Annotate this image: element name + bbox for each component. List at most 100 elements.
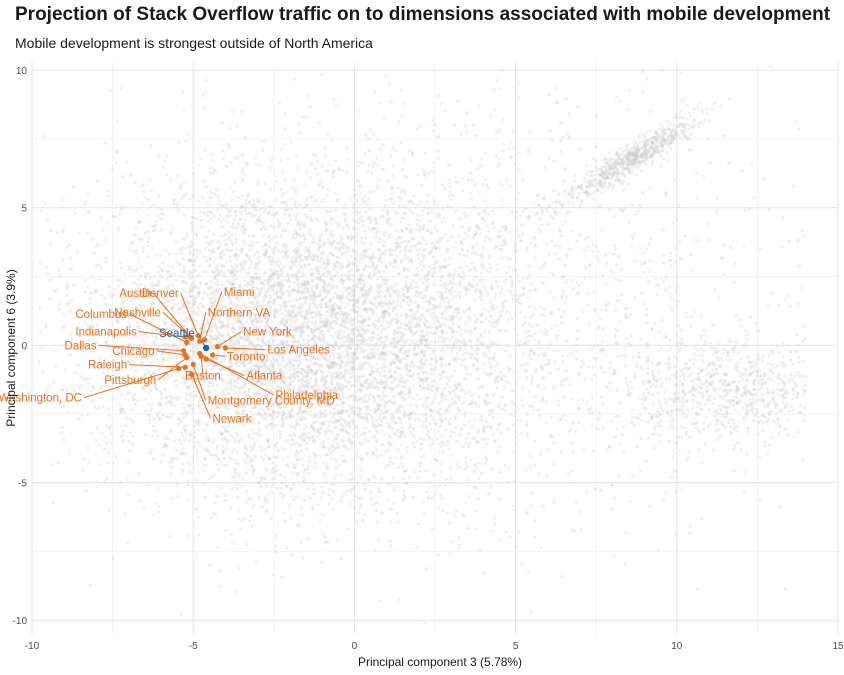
background-point [483,462,487,466]
background-point [242,345,246,349]
background-point [457,272,461,277]
background-point [274,446,278,450]
background-point [170,274,174,278]
background-point [448,405,452,409]
background-point [476,104,481,108]
background-point [464,441,468,445]
background-point [258,428,262,432]
background-point [251,387,256,391]
background-point [225,324,229,328]
background-point [313,461,317,465]
background-point [302,368,306,372]
background-point [184,397,188,401]
background-point [446,344,450,349]
background-point [284,190,288,195]
background-point [334,467,338,471]
background-point [141,316,145,320]
background-point [434,360,439,364]
background-point [451,297,456,301]
background-point [165,304,169,308]
background-point [292,497,296,501]
background-point [334,340,338,344]
background-point [321,462,325,466]
background-point [478,548,482,552]
background-point [358,254,362,258]
background-point [115,150,119,154]
background-point [416,249,420,253]
background-point [408,250,412,254]
background-point [240,153,244,157]
background-point [472,392,476,396]
background-point [443,187,447,191]
background-point [262,285,266,289]
background-point [193,435,197,439]
background-point [457,433,461,437]
background-point [280,321,284,325]
background-point [304,375,308,379]
background-point [424,343,428,347]
background-point [423,350,427,354]
background-point [411,441,415,445]
background-point [39,346,43,350]
background-point [437,265,441,269]
background-point [362,482,366,486]
background-point [419,360,423,364]
background-point [364,236,368,240]
background-point [239,205,244,209]
background-point [320,251,324,255]
background-point [327,400,331,404]
background-point [452,358,456,362]
background-point [448,422,452,426]
background-point [114,454,118,458]
background-point [210,441,215,445]
background-point [490,467,494,471]
background-point [282,242,286,246]
background-point [504,178,509,182]
background-point [475,283,479,287]
background-point [49,229,53,233]
background-point [118,212,122,216]
background-point [204,283,209,287]
background-point [336,402,340,407]
background-point [370,302,374,306]
background-point [231,282,235,286]
background-point [441,316,445,320]
background-point [163,437,167,441]
background-point [420,357,425,361]
background-point [289,217,293,221]
background-point [279,363,283,367]
background-point [509,412,513,416]
background-point [432,347,436,352]
background-point [485,425,489,429]
background-point [126,478,130,482]
background-point [525,412,529,416]
background-point [423,151,427,156]
background-point [86,412,90,416]
background-point [477,476,481,480]
background-point [219,486,224,490]
background-point [44,325,48,329]
background-point [291,367,295,371]
background-point [108,292,112,296]
background-point [130,408,134,412]
background-point [491,432,495,436]
background-point [387,370,391,374]
background-point [351,405,355,409]
background-point [613,247,617,251]
background-point [241,409,245,413]
background-point [366,406,370,410]
background-point [172,456,176,460]
background-point [402,217,406,221]
background-point [393,410,397,414]
background-point [284,484,288,488]
background-point [269,262,273,266]
background-point [314,376,318,380]
background-point [166,437,170,441]
background-point [307,94,311,98]
background-point [185,232,189,236]
background-point [195,451,199,455]
background-point [106,461,110,465]
background-point [378,371,382,375]
background-point [320,560,324,564]
